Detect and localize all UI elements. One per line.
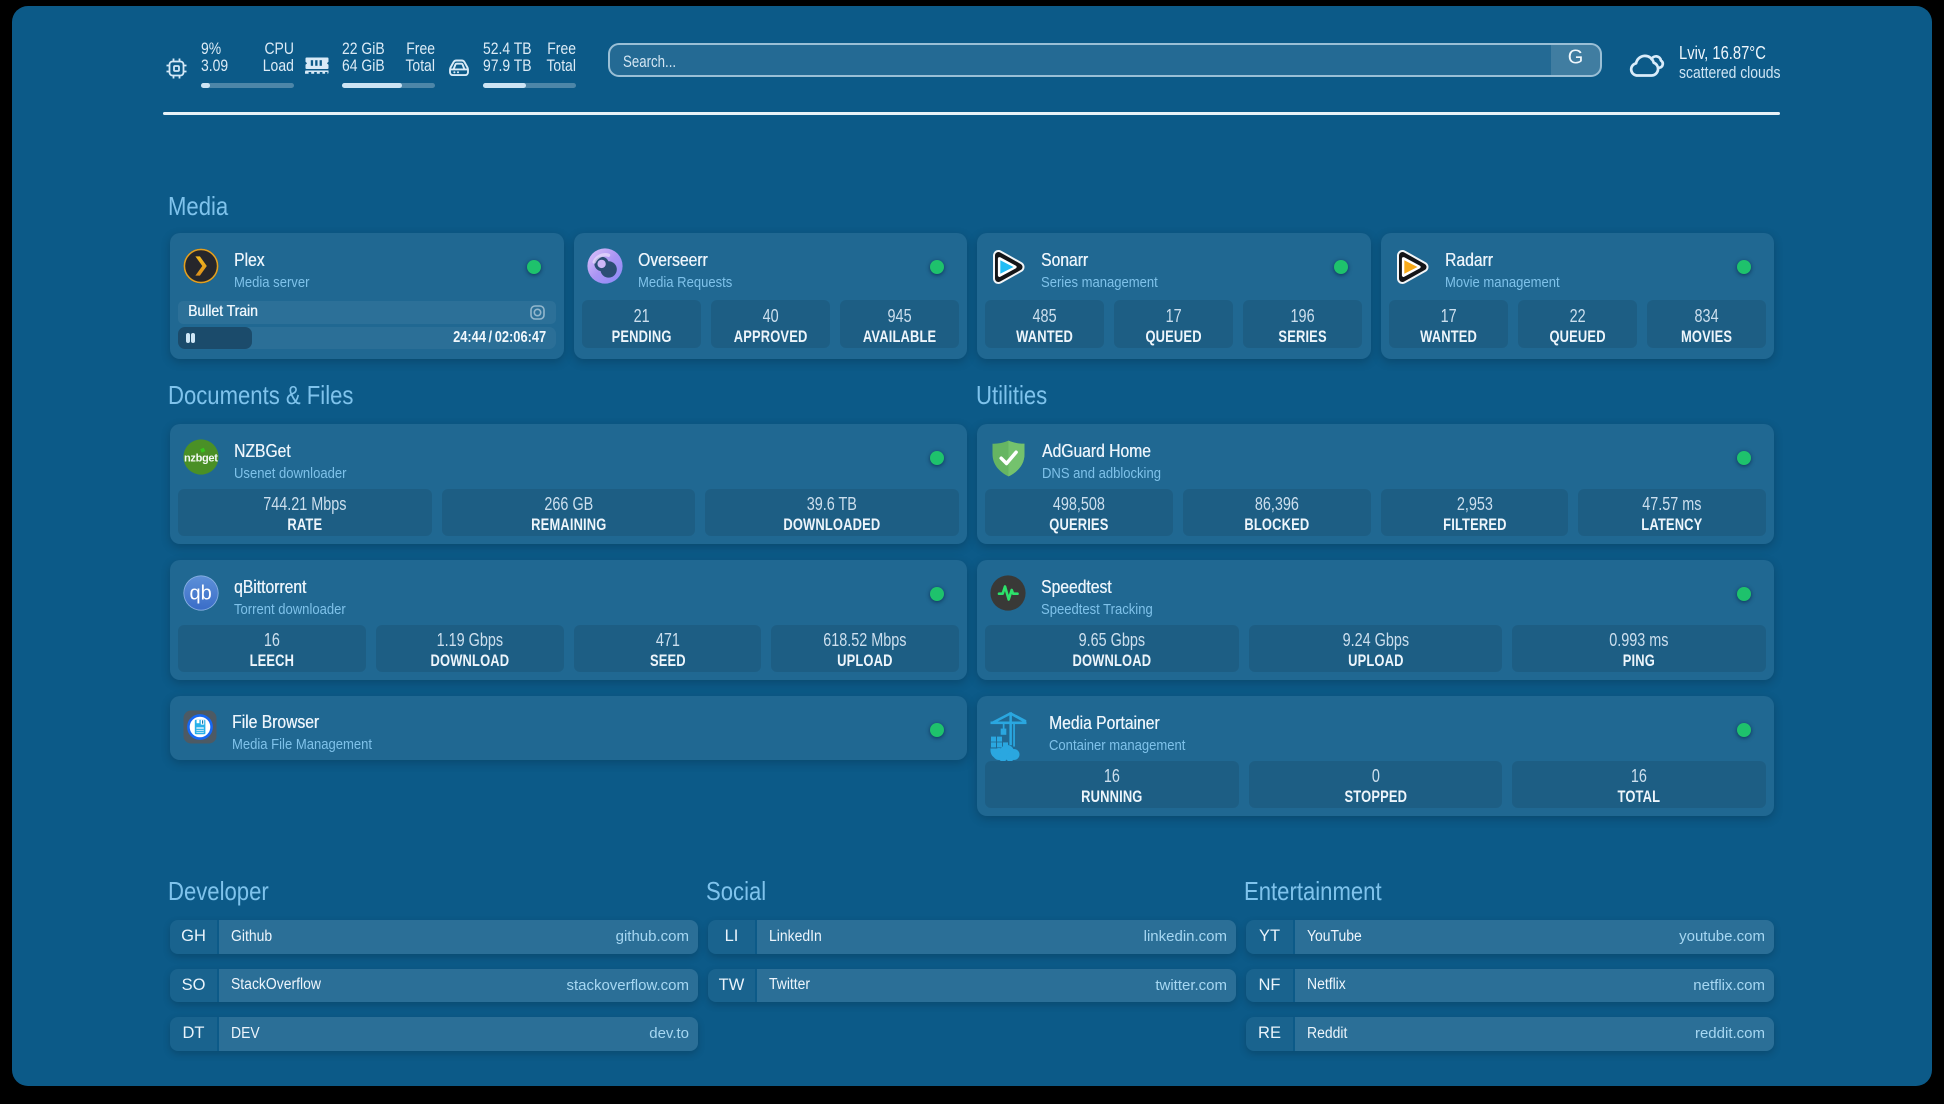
svg-text:qb: qb: [189, 583, 211, 605]
svg-text:nzbget: nzbget: [184, 453, 218, 465]
